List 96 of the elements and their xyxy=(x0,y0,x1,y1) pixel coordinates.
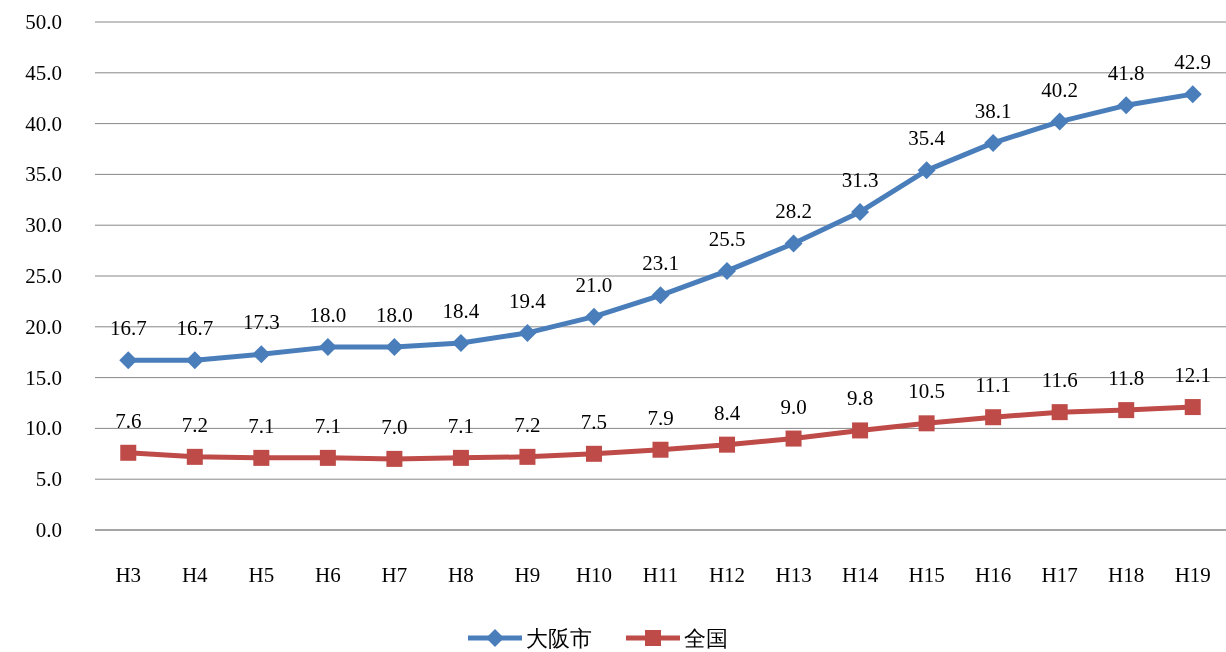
point xyxy=(1050,112,1069,131)
legend-label: 大阪市 xyxy=(526,626,592,651)
x-tick-label: H4 xyxy=(181,563,209,587)
point xyxy=(584,307,603,326)
point xyxy=(1117,96,1136,115)
data-label: 7.6 xyxy=(115,408,142,433)
y-tick-label: 5.0 xyxy=(35,467,62,492)
data-label: 19.4 xyxy=(509,288,547,313)
point xyxy=(585,445,602,462)
point xyxy=(252,345,271,364)
x-tick-label: H17 xyxy=(1041,563,1078,587)
x-tick-label: H19 xyxy=(1174,563,1211,587)
point xyxy=(120,444,137,461)
x-tick-label: H16 xyxy=(975,563,1012,587)
x-tick-label: H8 xyxy=(448,563,474,587)
point xyxy=(985,409,1002,426)
data-label: 7.1 xyxy=(314,413,341,438)
x-tick-label: H10 xyxy=(575,563,613,587)
point xyxy=(917,161,936,180)
data-label: 7.1 xyxy=(447,413,475,438)
x-tick-label: H7 xyxy=(381,563,408,587)
point xyxy=(651,286,670,305)
x-tick-label: H3 xyxy=(115,563,142,587)
point xyxy=(1118,402,1135,419)
data-label: 8.4 xyxy=(713,400,741,425)
x-tick-label: H12 xyxy=(708,563,746,587)
x-tick-label: H9 xyxy=(514,563,541,587)
x-tick-label: H18 xyxy=(1108,563,1145,587)
data-label: 42.9 xyxy=(1174,50,1212,75)
data-label: 16.7 xyxy=(109,316,147,341)
x-tick-label: H14 xyxy=(842,563,879,587)
data-label: 31.3 xyxy=(841,167,879,192)
data-label: 18.0 xyxy=(376,303,413,328)
data-label: 7.5 xyxy=(580,409,608,434)
point xyxy=(851,202,870,221)
point xyxy=(518,323,537,342)
point xyxy=(852,422,869,439)
y-tick-label: 25.0 xyxy=(25,264,62,288)
point xyxy=(119,351,138,370)
data-label: 7.9 xyxy=(647,405,674,430)
point xyxy=(1184,399,1201,416)
data-label: 7.0 xyxy=(381,414,408,439)
point xyxy=(318,338,337,357)
x-tick-label: H6 xyxy=(315,563,341,587)
y-tick-label: 45.0 xyxy=(25,60,62,85)
point xyxy=(785,430,802,447)
data-label: 18.0 xyxy=(309,303,347,328)
data-label: 7.2 xyxy=(181,412,208,437)
point xyxy=(1051,404,1068,421)
y-tick-label: 30.0 xyxy=(25,213,62,238)
data-label: 38.1 xyxy=(974,98,1012,123)
data-label: 23.1 xyxy=(642,251,679,276)
point xyxy=(719,436,736,453)
y-tick-label: 0.0 xyxy=(35,518,62,542)
data-label: 28.2 xyxy=(775,199,812,224)
point xyxy=(784,234,803,253)
data-label: 11.1 xyxy=(975,373,1012,398)
data-label: 16.7 xyxy=(176,316,214,341)
point xyxy=(652,441,669,458)
legend-label: 全国 xyxy=(684,626,728,651)
y-tick-label: 50.0 xyxy=(25,10,62,34)
data-label: 40.2 xyxy=(1041,77,1079,102)
y-tick-label: 20.0 xyxy=(25,314,62,339)
y-tick-label: 15.0 xyxy=(25,365,62,390)
y-tick-label: 40.0 xyxy=(25,111,62,136)
point xyxy=(718,261,737,280)
point xyxy=(1183,85,1202,104)
data-label: 9.8 xyxy=(846,386,874,411)
data-label: 11.6 xyxy=(1041,368,1078,393)
point xyxy=(519,448,536,465)
x-tick-label: H13 xyxy=(775,563,812,587)
data-label: 35.4 xyxy=(908,126,946,151)
point xyxy=(186,448,203,465)
data-label: 18.4 xyxy=(442,299,480,324)
y-tick-label: 35.0 xyxy=(25,162,62,187)
point xyxy=(319,449,336,466)
data-label: 7.2 xyxy=(514,412,541,437)
point xyxy=(984,133,1003,152)
point xyxy=(918,415,935,432)
data-label: 25.5 xyxy=(708,226,746,251)
data-label: 12.1 xyxy=(1174,363,1212,388)
data-label: 21.0 xyxy=(575,272,613,297)
data-label: 10.5 xyxy=(908,379,945,404)
y-tick-label: 10.0 xyxy=(25,416,62,441)
data-label: 7.1 xyxy=(248,413,275,438)
data-label: 17.3 xyxy=(242,310,280,335)
point xyxy=(452,449,469,466)
x-tick-label: H11 xyxy=(642,563,679,587)
point xyxy=(385,338,404,357)
data-label: 9.0 xyxy=(780,394,807,419)
point xyxy=(253,449,270,466)
x-tick-label: H15 xyxy=(908,563,945,587)
x-tick-label: H5 xyxy=(248,563,275,587)
point xyxy=(386,450,403,467)
data-label: 41.8 xyxy=(1107,61,1145,86)
data-label: 11.8 xyxy=(1108,366,1145,391)
